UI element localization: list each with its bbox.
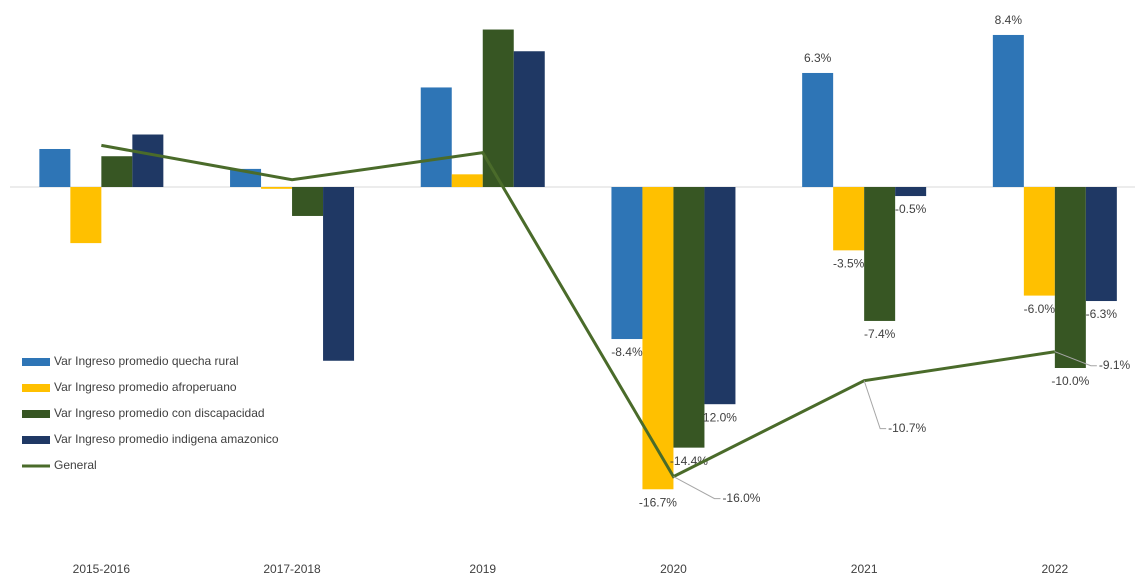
legend-swatch (22, 384, 50, 392)
bar (802, 72, 834, 187)
data-label: -7.4% (864, 327, 896, 341)
data-label: -8.4% (611, 345, 643, 359)
data-label: -10.7% (888, 421, 926, 435)
data-label: -16.7% (639, 495, 677, 509)
data-label: -10.0% (1051, 374, 1089, 388)
bar (1023, 187, 1055, 296)
legend-label: General (54, 458, 97, 472)
bar (1054, 187, 1086, 368)
data-label: 6.3% (804, 51, 832, 65)
bar (704, 187, 736, 405)
bar (513, 51, 545, 187)
bar (895, 187, 927, 197)
bar (261, 187, 293, 189)
legend-swatch (22, 410, 50, 418)
bar (70, 187, 102, 244)
line (101, 143, 1056, 479)
bar (992, 34, 1024, 188)
bar (132, 134, 164, 187)
leader-line (1054, 351, 1097, 367)
leader-line (863, 380, 887, 430)
x-tick-label: 2015-2016 (73, 562, 131, 574)
x-tick-label: 2020 (660, 562, 687, 574)
data-label: -6.0% (1024, 302, 1056, 316)
bar (611, 187, 643, 340)
data-label: -3.5% (833, 257, 865, 271)
bar (420, 87, 452, 187)
legend-label: Var Ingreso promedio quecha rural (54, 354, 239, 368)
legend-label: Var Ingreso promedio afroperuano (54, 380, 237, 394)
data-label: 12.0% (703, 410, 737, 424)
data-label: -16.0% (722, 491, 760, 505)
data-label: -9.1% (1099, 358, 1131, 372)
bar (642, 187, 674, 490)
bar (864, 187, 896, 321)
bar (673, 187, 705, 448)
leader-line (673, 476, 721, 500)
bar (101, 156, 133, 187)
bar (292, 187, 324, 216)
data-label: -6.3% (1086, 307, 1118, 321)
x-tick-label: 2017-2018 (263, 562, 321, 574)
legend-label: Var Ingreso promedio con discapacidad (54, 406, 265, 420)
bar (39, 148, 71, 187)
data-label: 8.4% (995, 13, 1023, 27)
legend-swatch (22, 358, 50, 366)
bar (451, 174, 483, 187)
x-tick-label: 2019 (469, 562, 496, 574)
x-tick-label: 2022 (1041, 562, 1068, 574)
bar (323, 187, 355, 361)
legend-label: Var Ingreso promedio indigena amazonico (54, 432, 279, 446)
bar (833, 187, 865, 251)
bar (1085, 187, 1117, 302)
x-tick-label: 2021 (851, 562, 878, 574)
legend-swatch (22, 436, 50, 444)
data-label: -0.5% (895, 202, 927, 216)
